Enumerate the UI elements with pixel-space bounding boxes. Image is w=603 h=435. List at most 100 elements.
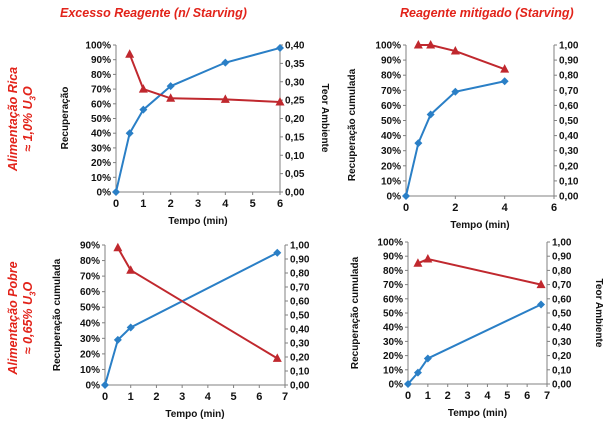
left-tick-label: 50% <box>91 114 111 125</box>
recovery-data-point <box>126 323 135 332</box>
x-tick-label: 2 <box>445 390 451 402</box>
ambient-data-point <box>138 84 148 93</box>
left-tick-label: 90% <box>91 55 111 66</box>
left-tick-label: 0% <box>387 192 402 203</box>
left-tick-label: 30% <box>383 337 403 348</box>
right-tick-label: 0,70 <box>552 280 572 291</box>
left-tick-label: 70% <box>91 85 111 96</box>
left-tick-label: 30% <box>91 143 111 154</box>
recovery-data-point <box>221 58 230 67</box>
right-tick-label: 0,35 <box>285 59 305 70</box>
x-axis-title: Tempo (min) <box>168 216 227 227</box>
chart-1: 0% 10% 20% 30% 40% 50% 60% 70% 80% 90% 100% 0,00 0,0… <box>60 41 330 228</box>
right-tick-label: 0,90 <box>559 56 579 67</box>
x-tick-label: 4 <box>502 202 509 214</box>
ambient-series-line <box>418 44 506 71</box>
ambient-data-point <box>536 279 546 289</box>
left-tick-label: 20% <box>383 351 403 362</box>
x-tick-label: 4 <box>205 391 212 403</box>
ambient-data-point <box>220 94 230 103</box>
ambient-data-point <box>413 40 423 49</box>
x-tick-label: 0 <box>113 198 119 210</box>
x-tick-label: 6 <box>277 198 283 210</box>
ambient-data-point <box>275 96 285 106</box>
x-tick-label: 5 <box>231 391 237 403</box>
right-tick-label: 0,20 <box>559 161 579 172</box>
right-tick-label: 0,60 <box>559 101 579 112</box>
recovery-data-point <box>414 139 423 148</box>
left-tick-label: 10% <box>381 176 401 187</box>
ambient-series-line <box>417 257 542 286</box>
left-tick-label: 80% <box>381 71 401 82</box>
right-tick-label: 1,00 <box>559 41 579 52</box>
left-tick-label: 100% <box>85 41 111 52</box>
left-tick-label: 70% <box>80 272 100 283</box>
x-tick-label: 1 <box>128 391 134 403</box>
right-tick-label: 0,50 <box>552 309 572 320</box>
x-axis-title: Tempo (min) <box>165 409 224 420</box>
recovery-data-point <box>101 381 109 389</box>
left-tick-label: 80% <box>91 70 111 81</box>
recovery-data-point <box>500 77 509 86</box>
right-tick-label: 0,10 <box>285 151 305 162</box>
recovery-data-point <box>166 82 175 91</box>
left-tick-label: 50% <box>80 303 100 314</box>
left-tick-label: 60% <box>91 99 111 110</box>
right-tick-label: 0,20 <box>552 351 572 362</box>
right-tick-label: 1,00 <box>290 241 310 252</box>
x-tick-label: 7 <box>544 390 550 402</box>
chart-4: 0% 10% 20% 30% 40% 50% 60% 70% 80% 90% 100% 0,00 0,1… <box>350 238 603 420</box>
right-tick-label: 0,50 <box>559 116 579 127</box>
right-tick-label: 0,10 <box>559 176 579 187</box>
ambient-data-point <box>166 93 176 102</box>
right-tick-label: 0,10 <box>290 367 310 378</box>
left-tick-label: 50% <box>381 116 401 127</box>
left-tick-label: 90% <box>383 252 403 263</box>
right-tick-label: 0,40 <box>552 323 572 334</box>
right-tick-label: 0,40 <box>290 325 310 336</box>
left-tick-label: 100% <box>377 238 403 249</box>
x-tick-label: 7 <box>282 391 288 403</box>
x-tick-label: 4 <box>222 198 229 210</box>
right-tick-label: 0,40 <box>559 131 579 142</box>
right-tick-label: 0,05 <box>285 169 305 180</box>
left-tick-label: 20% <box>80 349 100 360</box>
ambient-data-point <box>450 46 460 55</box>
recovery-data-point <box>112 188 120 196</box>
x-tick-label: 0 <box>102 391 108 403</box>
right-tick-label: 0,30 <box>285 77 305 88</box>
left-tick-label: 90% <box>381 56 401 67</box>
ambient-data-point <box>500 64 510 73</box>
x-tick-label: 5 <box>504 390 510 402</box>
left-tick-label: 30% <box>381 146 401 157</box>
ambient-data-point <box>413 258 423 267</box>
left-tick-label: 60% <box>80 287 100 298</box>
left-tick-label: 70% <box>381 86 401 97</box>
left-tick-label: 0% <box>389 380 404 391</box>
right-axis-title: Teor Ambiente <box>319 84 330 153</box>
left-axis-title: Recuperação cumulada <box>350 256 361 369</box>
left-tick-label: 0% <box>97 188 112 199</box>
recovery-data-point <box>537 300 546 309</box>
recovery-series-line <box>115 46 281 193</box>
left-tick-label: 10% <box>80 365 100 376</box>
x-tick-label: 3 <box>179 391 185 403</box>
right-tick-label: 0,30 <box>290 339 310 350</box>
right-tick-label: 0,20 <box>285 114 305 125</box>
left-axis-title: Recuperação cumulada <box>52 258 63 371</box>
right-tick-label: 0,00 <box>285 188 305 199</box>
left-tick-label: 10% <box>91 173 111 184</box>
right-tick-label: 0,25 <box>285 96 305 107</box>
right-tick-label: 0,40 <box>285 41 305 52</box>
recovery-series-line <box>104 251 278 386</box>
left-tick-label: 20% <box>91 158 111 169</box>
x-tick-label: 4 <box>484 390 491 402</box>
recovery-data-point <box>413 368 422 377</box>
left-tick-label: 70% <box>383 280 403 291</box>
right-tick-label: 0,80 <box>559 71 579 82</box>
right-tick-label: 0,70 <box>290 283 310 294</box>
x-tick-label: 2 <box>452 202 458 214</box>
x-tick-label: 1 <box>140 198 146 210</box>
